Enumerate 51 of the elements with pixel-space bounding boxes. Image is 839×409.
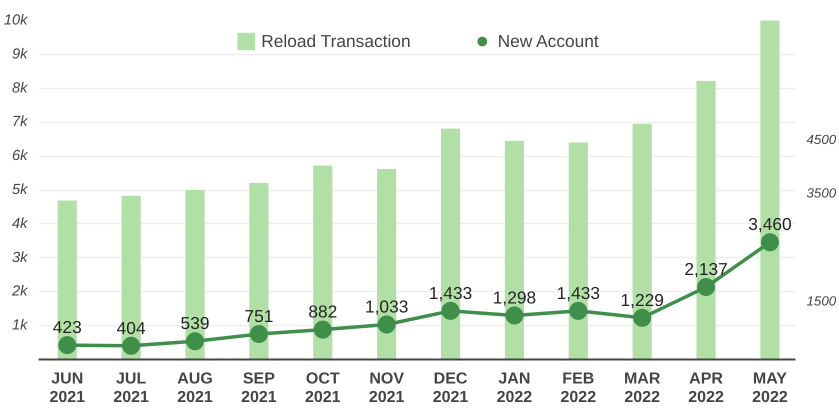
y-tick-label: 3k [12, 250, 28, 266]
x-tick-label: APR 2022 [688, 370, 724, 406]
x-tick-label: FEB 2022 [560, 370, 596, 406]
point [505, 306, 524, 324]
y-tick-label: 4k [12, 216, 28, 232]
y-tick-label: 7k [12, 114, 28, 130]
y-tick-label: 8k [12, 80, 28, 96]
point [122, 336, 140, 355]
legend-label: Reload Transaction [261, 30, 411, 52]
data-label: 882 [308, 302, 338, 322]
y2-tick-label: 1500 [806, 293, 837, 308]
y2-tick-label: 3500 [806, 186, 837, 201]
data-label: 1,433 [428, 282, 472, 303]
y-tick-label: 5k [12, 182, 28, 198]
data-label: 1,298 [492, 288, 536, 308]
point [186, 332, 204, 350]
point [442, 302, 460, 320]
x-tick-label: DEC 2021 [432, 370, 468, 406]
y2-tick-label: 4500 [806, 132, 837, 147]
x-tick-label: JAN 2022 [496, 370, 532, 406]
data-label: 1,229 [620, 290, 664, 310]
x-tick-label: MAY 2022 [752, 370, 788, 406]
y-tick-label: 2k [11, 284, 28, 300]
data-label: 2,137 [684, 259, 728, 280]
x-tick-label: AUG 2021 [177, 370, 213, 406]
x-tick-label: SEP 2021 [241, 370, 277, 406]
data-label: 423 [52, 317, 82, 338]
point [250, 325, 268, 344]
y-tick-label: 1k [12, 318, 28, 334]
legend-label: New Account [498, 30, 599, 52]
data-label: 3,460 [748, 214, 792, 234]
data-label: 1,433 [556, 282, 600, 303]
x-tick-label: MAR 2022 [624, 370, 661, 406]
x-tick-label: JUN 2021 [49, 370, 86, 406]
point [58, 336, 76, 354]
y-tick-label: 6k [12, 148, 28, 164]
point [760, 233, 779, 252]
x-tick-label: NOV 2021 [368, 370, 405, 406]
data-label: 404 [116, 318, 146, 338]
point [633, 308, 652, 327]
y-tick-label: 9k [12, 46, 28, 62]
y-tick-label: 10k [4, 12, 28, 28]
data-label: 751 [244, 306, 274, 326]
x-tick-label: OCT 2021 [304, 370, 341, 406]
data-label: 539 [180, 313, 210, 334]
point [697, 278, 716, 296]
point [314, 320, 332, 339]
point [378, 316, 396, 334]
x-tick-label: JUL 2021 [113, 370, 150, 406]
data-label: 1,033 [364, 296, 408, 316]
point [569, 302, 588, 320]
